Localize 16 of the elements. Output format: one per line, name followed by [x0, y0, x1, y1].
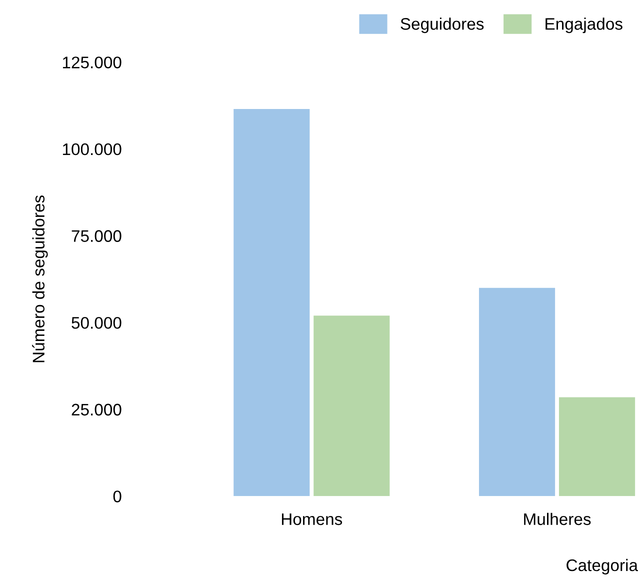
legend-label: Seguidores	[400, 18, 484, 34]
y-tick-label: 125.000	[62, 56, 122, 68]
y-tick-label: 75.000	[72, 230, 122, 242]
x-axis-title: Categoria	[566, 558, 638, 574]
y-tick-label: 0	[113, 490, 122, 502]
bar	[558, 397, 636, 496]
y-tick-label: 25.000	[72, 404, 122, 416]
y-axis-title: Número de seguidores	[32, 195, 48, 362]
x-tick-label: Mulheres	[524, 512, 591, 526]
bar	[314, 316, 390, 496]
x-tick-label: Homens	[282, 513, 342, 526]
legend-label: Engajados	[546, 18, 622, 34]
y-tick-label: 100.000	[62, 143, 122, 156]
bar	[234, 109, 310, 496]
y-tick-label: 50.000	[72, 316, 122, 329]
bar	[478, 288, 556, 496]
